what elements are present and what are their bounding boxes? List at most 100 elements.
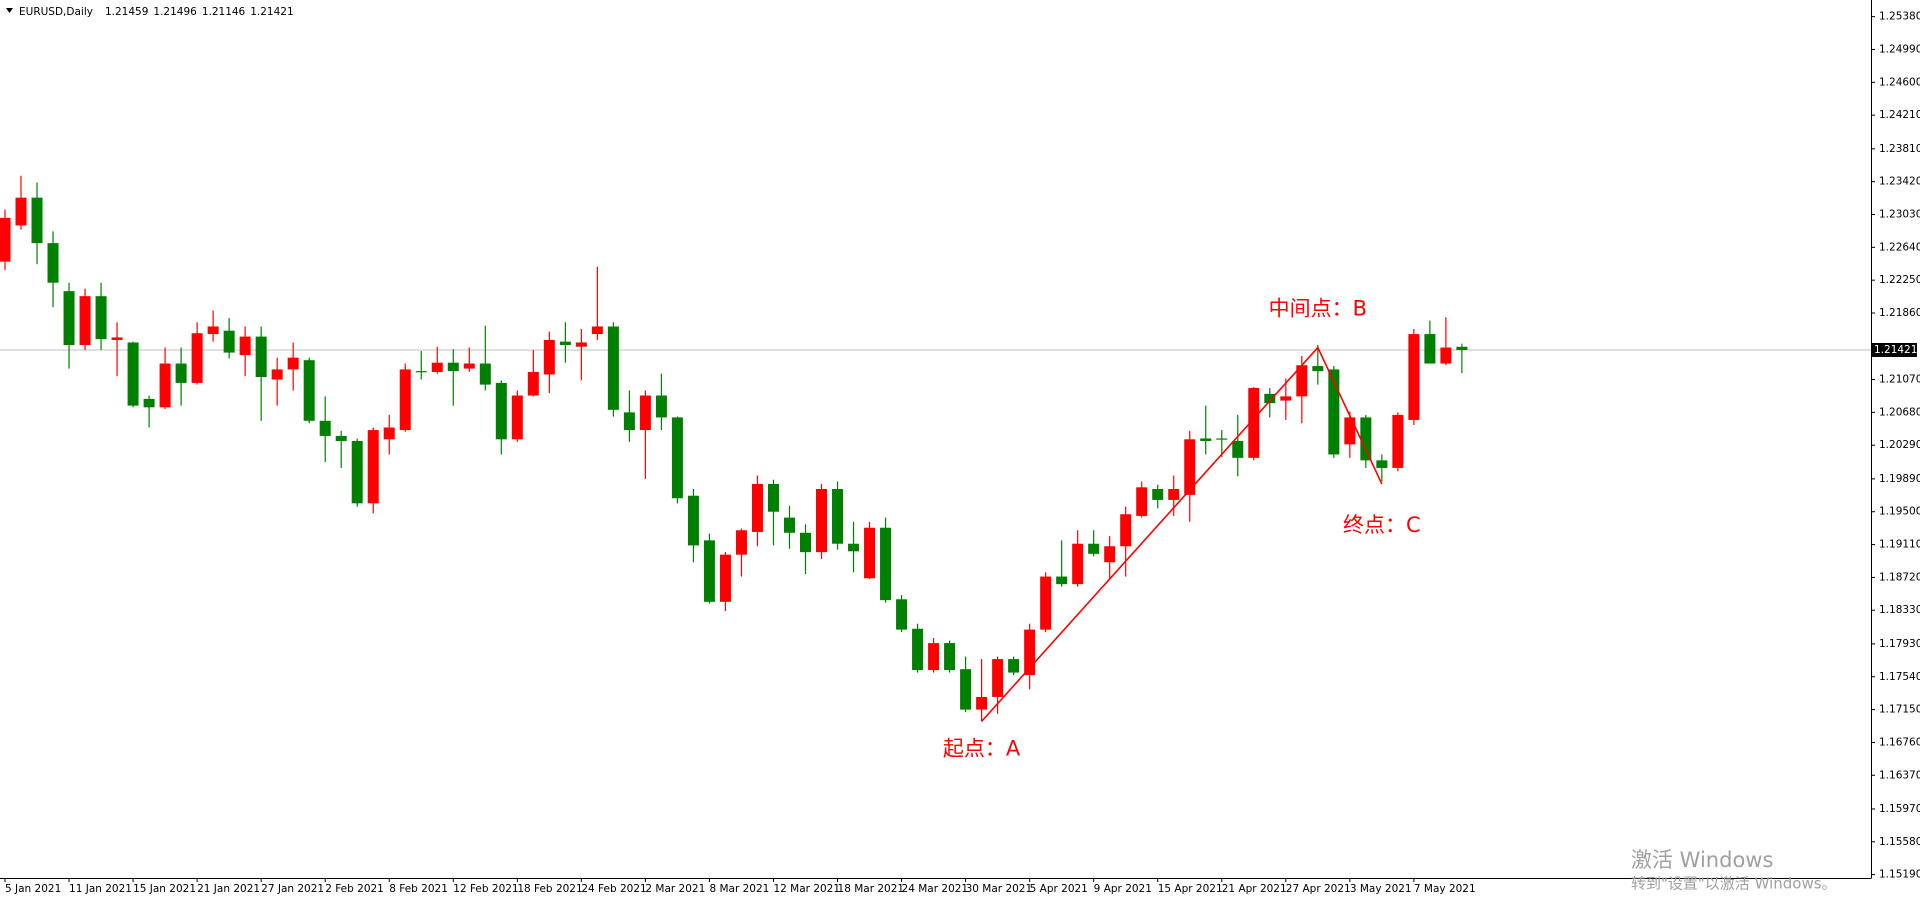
header-high: 1.21496	[153, 6, 197, 18]
x-tick-label: 15 Jan 2021	[133, 883, 196, 895]
candle-body	[1264, 393, 1276, 404]
candle-body	[575, 342, 587, 347]
candle-body	[767, 483, 779, 512]
current-price-label: 1.21421	[1874, 344, 1917, 356]
candle-body	[591, 326, 603, 335]
x-tick-label: 5 Apr 2021	[1030, 883, 1088, 895]
candle-body	[864, 527, 876, 579]
y-tick-label: 1.18330	[1879, 604, 1920, 616]
annotation-label: 起点：A	[943, 736, 1021, 760]
candle-body	[623, 412, 635, 431]
y-tick-label: 1.23420	[1879, 176, 1920, 188]
candle-body	[127, 342, 139, 406]
candle-body	[1024, 629, 1036, 676]
symbol-menu-icon[interactable]	[6, 8, 13, 13]
candle-body	[687, 495, 699, 546]
candle-body	[159, 363, 171, 408]
y-tick-label: 1.15190	[1879, 869, 1920, 881]
y-tick-label: 1.16760	[1879, 736, 1920, 748]
candle-body	[1360, 417, 1372, 461]
candle-body	[223, 330, 235, 353]
candle-body	[207, 326, 219, 335]
y-tick-label: 1.22250	[1879, 274, 1920, 286]
candle-body	[287, 357, 299, 370]
y-tick-label: 1.19890	[1879, 473, 1920, 485]
candle-body	[271, 369, 283, 380]
candle-body	[848, 543, 860, 552]
candle-body	[15, 197, 27, 226]
candle-body	[1424, 334, 1436, 364]
candle-body	[671, 417, 683, 499]
x-tick-label: 30 Mar 2021	[966, 883, 1033, 895]
y-tick-label: 1.17930	[1879, 638, 1920, 650]
candle-body	[655, 395, 667, 418]
candle-body	[559, 341, 571, 346]
x-tick-label: 21 Apr 2021	[1222, 883, 1287, 895]
candle-body	[1376, 460, 1388, 468]
candle-body	[191, 333, 203, 383]
x-tick-label: 8 Mar 2021	[709, 883, 769, 895]
zigzag-line	[981, 346, 1383, 722]
y-tick-label: 1.21860	[1879, 307, 1920, 319]
candle-body	[944, 643, 956, 671]
candle-body	[1136, 487, 1148, 516]
candle-body	[63, 291, 75, 346]
candle-body	[607, 326, 619, 410]
y-tick-label: 1.17540	[1879, 671, 1920, 683]
candle-body	[735, 530, 747, 555]
candle-body	[719, 554, 731, 602]
x-tick-label: 2 Mar 2021	[645, 883, 705, 895]
candle-body	[703, 540, 715, 602]
x-tick-label: 9 Apr 2021	[1094, 883, 1152, 895]
x-tick-label: 27 Jan 2021	[261, 883, 324, 895]
candle-body	[1328, 369, 1340, 455]
candle-body	[383, 427, 395, 440]
candle-body	[415, 371, 427, 373]
candle-body	[1296, 365, 1308, 397]
x-tick-label: 24 Mar 2021	[902, 883, 969, 895]
candle-body	[319, 420, 331, 436]
candle-body	[912, 628, 924, 671]
candle-body	[111, 337, 123, 340]
candle-body	[431, 362, 443, 372]
x-tick-label: 8 Feb 2021	[389, 883, 448, 895]
candle-body	[175, 363, 187, 383]
candle-body	[1072, 543, 1084, 585]
x-tick-label: 5 Jan 2021	[5, 883, 61, 895]
candle-body	[1120, 514, 1132, 547]
candle-body	[880, 527, 892, 601]
y-tick-label: 1.23810	[1879, 143, 1920, 155]
candle-body	[543, 339, 555, 375]
candle-body	[1392, 414, 1404, 468]
candle-body	[1152, 488, 1164, 500]
x-tick-label: 7 May 2021	[1414, 883, 1476, 895]
x-tick-label: 2 Feb 2021	[325, 883, 384, 895]
x-tick-label: 15 Apr 2021	[1158, 883, 1223, 895]
candle-body	[896, 599, 908, 630]
candle-body	[511, 395, 523, 440]
candle-body	[1104, 546, 1116, 563]
candle-body	[0, 217, 11, 262]
y-tick-label: 1.19110	[1879, 539, 1920, 551]
candle-body	[1168, 488, 1180, 500]
candle-body	[1456, 346, 1468, 350]
watermark-subtitle: 转到"设置"以激活 Windows。	[1631, 875, 1837, 893]
candle-body	[303, 360, 315, 421]
candle-body	[527, 371, 539, 396]
candle-body	[1232, 441, 1244, 458]
candle-body	[367, 430, 379, 504]
candle-body	[47, 243, 59, 283]
y-tick-label: 1.15970	[1879, 803, 1920, 815]
y-tick-label: 1.23030	[1879, 209, 1920, 221]
y-tick-label: 1.15580	[1879, 836, 1920, 848]
header-close: 1.21421	[250, 6, 293, 18]
candle-body	[95, 296, 107, 340]
candle-body	[960, 669, 972, 710]
candle-body	[1440, 347, 1452, 364]
candle-body	[335, 435, 347, 441]
y-tick-label: 1.24600	[1879, 76, 1920, 88]
candle-body	[816, 488, 828, 553]
y-tick-label: 1.20290	[1879, 439, 1920, 451]
